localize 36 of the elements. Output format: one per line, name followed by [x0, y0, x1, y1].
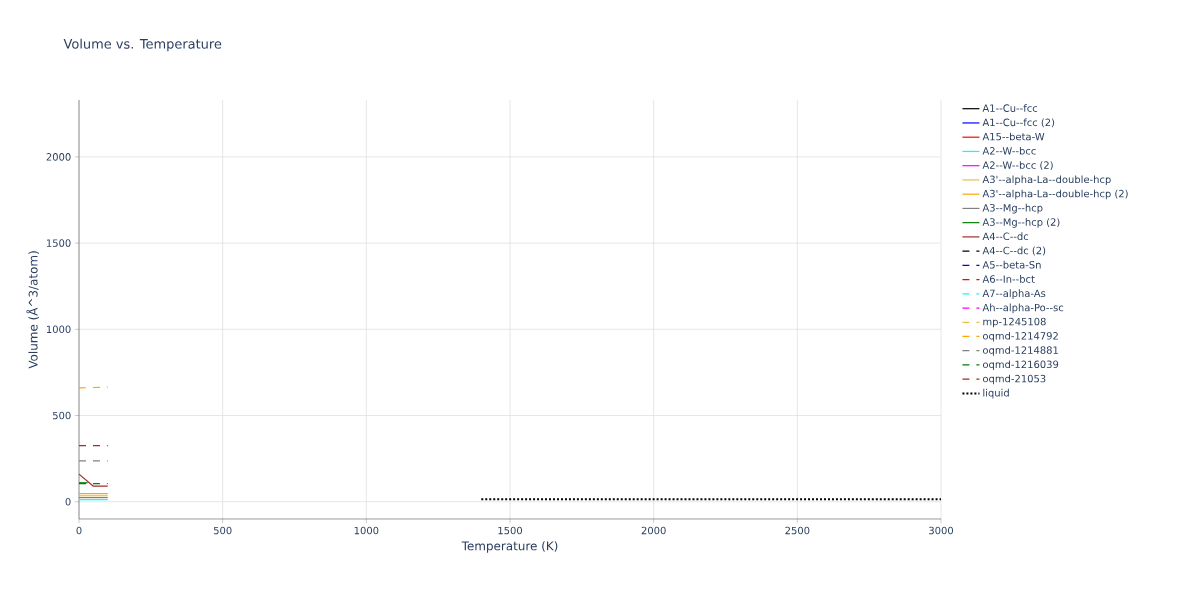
y-axis-title: Volume (Å^3/atom) [26, 251, 40, 369]
legend-label: A3--Mg--hcp (2) [982, 218, 1060, 228]
legend-label: A3'--alpha-La--double-hcp [982, 175, 1111, 186]
x-tick-label: 2500 [785, 526, 810, 535]
legend-label: A3'--alpha-La--double-hcp (2) [982, 189, 1128, 200]
legend-label: oqmd-1214792 [982, 331, 1058, 342]
x-tick-label: 1500 [498, 526, 523, 535]
legend-label: mp-1245108 [983, 317, 1046, 328]
legend-label: oqmd-1214881 [982, 346, 1058, 356]
legend-label: A15--beta-W [982, 132, 1045, 141]
legend-label: liquid [983, 388, 1009, 399]
legend-label: A2--W--bcc (2) [982, 161, 1053, 171]
x-tick-label: 2000 [641, 526, 666, 535]
legend-label: oqmd-21053 [982, 374, 1046, 385]
x-tick-label: 0 [76, 526, 82, 535]
y-tick-label: 500 [52, 411, 71, 420]
legend-label: A5--beta-Sn [982, 260, 1041, 269]
legend-label: A6--In--bct [982, 275, 1035, 283]
legend-label: oqmd-1216039 [982, 360, 1059, 371]
y-tick-label: 2000 [46, 153, 71, 161]
y-tick-label: 0 [65, 497, 71, 506]
legend-label: A7--alpha-As [982, 289, 1046, 299]
x-tick-label: 1000 [354, 526, 379, 535]
x-axis-title: Temperature (K) [461, 541, 558, 553]
legend-label: A1--Cu--fcc [982, 104, 1038, 112]
y-tick-label: 1000 [46, 325, 71, 334]
chart-title: Volume vs. Temperature [63, 38, 222, 52]
x-tick-label: 500 [213, 526, 232, 535]
legend-label: A4--C--dc (2) [982, 246, 1046, 256]
legend-label: A3--Mg--hcp [982, 203, 1043, 214]
legend-label: Ah--alpha-Po--sc [982, 303, 1064, 314]
legend-label: A2--W--bcc [982, 146, 1036, 155]
legend-label: A4--C--dc [982, 232, 1029, 241]
x-tick-label: 3000 [929, 526, 954, 535]
legend-label: A1--Cu--fcc (2) [982, 118, 1055, 128]
y-tick-label: 1500 [46, 239, 71, 247]
